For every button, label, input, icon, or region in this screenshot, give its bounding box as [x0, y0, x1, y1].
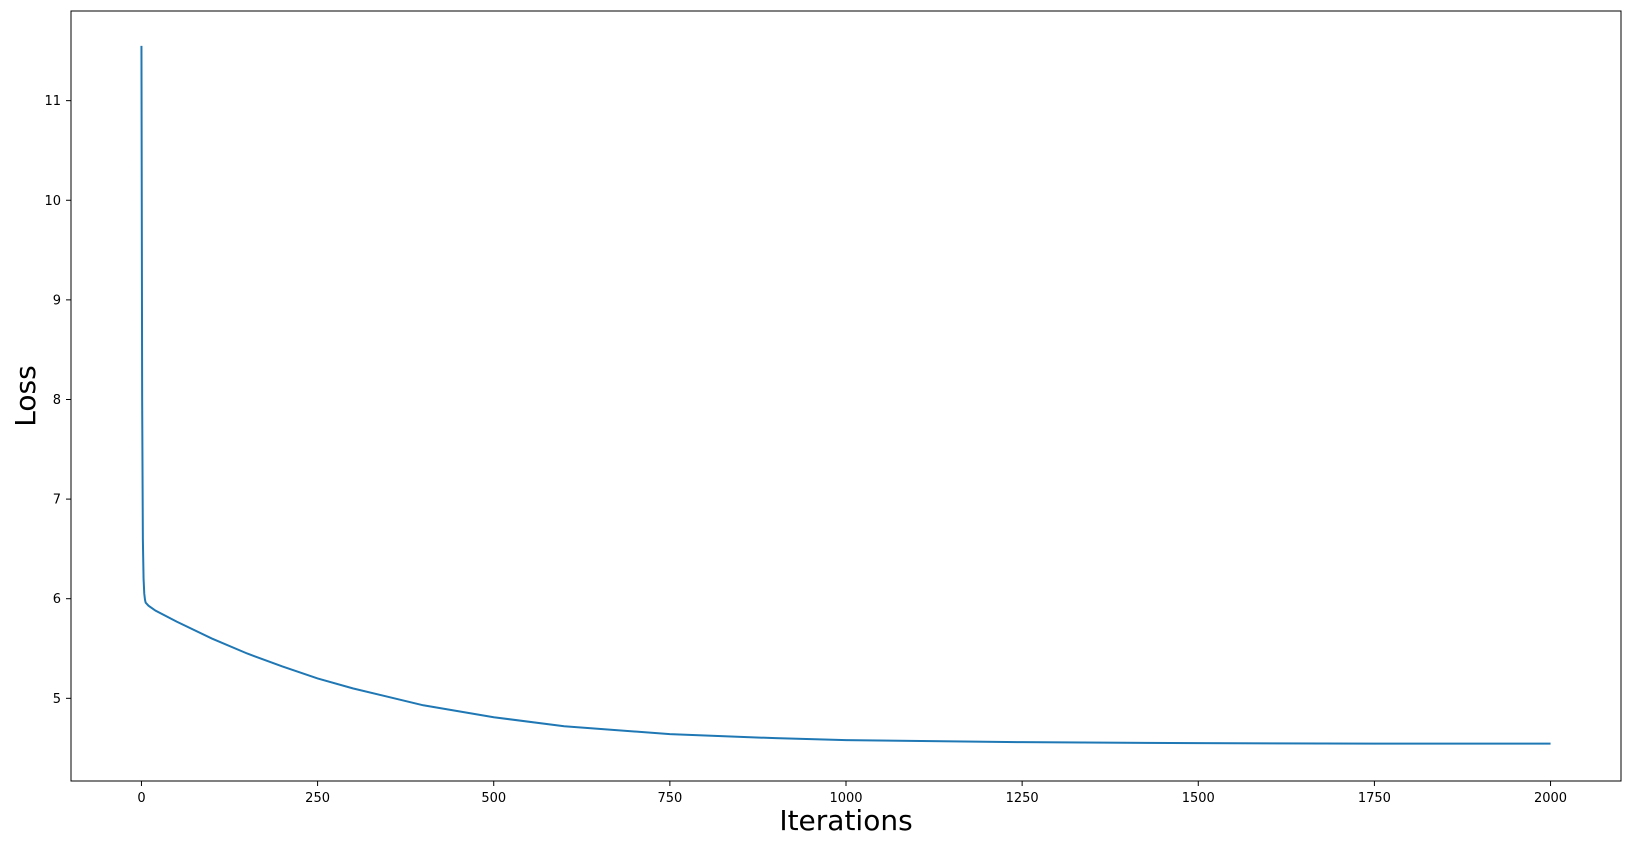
y-axis-label: Loss: [9, 365, 42, 426]
x-tick-label: 250: [305, 791, 330, 806]
loss-series-line: [140, 45, 1551, 745]
x-axis-ticks: 0 250 500 750 1000 1250 1500 1750 2000: [137, 781, 1567, 806]
y-tick-label: 9: [53, 293, 61, 308]
x-tick-label: 500: [481, 791, 506, 806]
x-tick-label: 2000: [1534, 791, 1567, 806]
y-tick-label: 7: [53, 493, 61, 508]
x-tick-label: 1000: [829, 791, 862, 806]
y-tick-label: 8: [53, 393, 61, 408]
x-tick-label: 1750: [1358, 791, 1391, 806]
y-tick-label: 5: [53, 692, 61, 707]
x-tick-label: 750: [657, 791, 682, 806]
y-tick-label: 10: [44, 194, 61, 209]
x-tick-label: 1500: [1182, 791, 1215, 806]
x-axis-label: Iterations: [779, 804, 912, 837]
x-tick-label: 1250: [1006, 791, 1039, 806]
plot-area: [70, 10, 1622, 782]
y-tick-label: 6: [53, 592, 61, 607]
y-axis-ticks: 5 6 7 8 9 10 11: [44, 94, 71, 707]
x-tick-label: 0: [137, 791, 145, 806]
y-tick-label: 11: [44, 94, 61, 109]
